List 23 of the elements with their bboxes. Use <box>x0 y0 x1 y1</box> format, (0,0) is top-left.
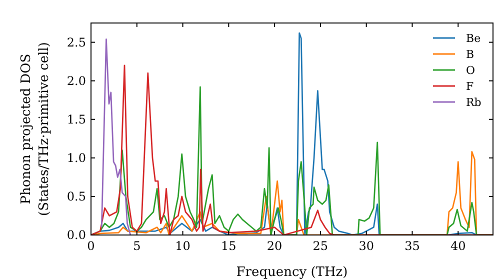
x-tick-label: 35 <box>404 239 420 253</box>
legend-label: Be <box>466 32 481 45</box>
x-tick-label: 15 <box>221 239 236 253</box>
y-tick-label: 2.5 <box>66 35 86 50</box>
y-tick-label: 2.0 <box>66 74 86 88</box>
y-tick-label: 1.0 <box>66 150 86 165</box>
x-tick-label: 5 <box>133 239 141 253</box>
x-tick-label: 20 <box>266 239 282 253</box>
x-tick-label: 25 <box>312 239 328 253</box>
y-axis-title: Phonon projected DOS (States/THz·primitive cell) <box>19 42 52 216</box>
legend-label: B <box>466 48 474 61</box>
x-tick-label: 0 <box>87 239 95 253</box>
legend-label: F <box>466 80 474 93</box>
y-tick-label: 0.0 <box>66 228 86 242</box>
legend-label: Rb <box>466 96 482 109</box>
y-tick-label: 1.5 <box>66 112 86 126</box>
line-series <box>100 38 132 235</box>
x-tick-label: 10 <box>175 239 190 253</box>
x-tick-label: 30 <box>358 239 374 253</box>
x-tick-label: 40 <box>450 239 466 253</box>
legend-label: O <box>466 64 476 77</box>
y-tick-label: 0.5 <box>66 189 86 204</box>
x-axis-title: Frequency (THz) <box>236 265 348 280</box>
